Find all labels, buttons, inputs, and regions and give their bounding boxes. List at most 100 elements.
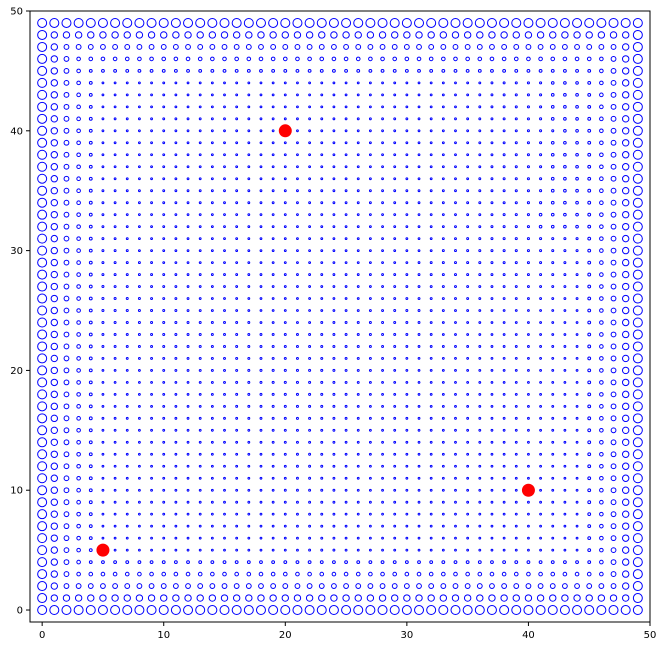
grid-point xyxy=(441,476,445,480)
grid-point xyxy=(621,103,630,111)
grid-point xyxy=(429,416,433,420)
grid-point xyxy=(246,69,251,73)
grid-point xyxy=(514,560,519,564)
grid-point xyxy=(271,428,275,432)
grid-point xyxy=(454,357,457,360)
grid-point xyxy=(454,416,457,420)
grid-point xyxy=(551,333,555,336)
grid-point xyxy=(598,583,605,589)
grid-point xyxy=(235,165,239,169)
grid-point xyxy=(138,165,141,169)
grid-point xyxy=(575,237,579,241)
grid-point xyxy=(259,404,263,408)
grid-point xyxy=(150,416,153,420)
grid-point xyxy=(223,261,226,264)
grid-point xyxy=(61,605,72,616)
grid-point xyxy=(368,356,372,360)
grid-point xyxy=(466,440,470,444)
grid-point xyxy=(414,605,425,616)
grid-point xyxy=(138,249,141,253)
grid-point xyxy=(247,440,251,444)
grid-point xyxy=(125,117,129,121)
x-tick-label: 0 xyxy=(39,630,45,641)
grid-point xyxy=(210,500,214,504)
grid-point xyxy=(37,305,48,316)
grid-point xyxy=(344,153,348,157)
grid-point xyxy=(149,69,154,73)
grid-point xyxy=(296,225,299,229)
grid-point xyxy=(610,391,617,398)
grid-point xyxy=(575,345,579,348)
grid-point xyxy=(113,416,117,420)
grid-point xyxy=(381,189,384,193)
grid-point xyxy=(124,571,130,577)
grid-point xyxy=(621,474,630,482)
grid-point xyxy=(259,536,263,540)
grid-point xyxy=(50,258,59,267)
grid-point xyxy=(125,476,129,480)
grid-point xyxy=(198,201,202,205)
grid-point xyxy=(405,273,409,276)
grid-point xyxy=(210,368,214,372)
grid-point xyxy=(575,285,579,288)
grid-point xyxy=(441,165,445,169)
grid-point xyxy=(405,380,409,384)
grid-point xyxy=(632,581,643,592)
grid-point xyxy=(344,69,348,73)
grid-point xyxy=(283,512,287,516)
grid-point xyxy=(499,605,510,616)
grid-point xyxy=(320,225,324,229)
grid-point xyxy=(575,140,579,145)
grid-point xyxy=(259,273,263,276)
grid-point xyxy=(527,536,530,540)
grid-point xyxy=(113,380,117,384)
grid-point xyxy=(586,44,593,50)
grid-point xyxy=(377,605,388,616)
grid-point xyxy=(283,297,287,300)
grid-point xyxy=(404,69,409,73)
grid-point xyxy=(441,464,445,468)
grid-point xyxy=(320,368,324,372)
grid-point xyxy=(138,141,141,145)
grid-point xyxy=(621,342,630,351)
grid-point xyxy=(234,69,239,73)
grid-point xyxy=(235,321,239,324)
grid-point xyxy=(138,512,141,516)
grid-point xyxy=(356,237,360,241)
grid-point xyxy=(344,261,348,264)
grid-point xyxy=(235,189,239,193)
grid-point xyxy=(293,31,302,39)
grid-point xyxy=(405,321,409,324)
grid-point xyxy=(50,91,59,99)
grid-point xyxy=(478,333,482,336)
grid-point xyxy=(174,416,178,420)
y-tick-label: 40 xyxy=(10,126,23,137)
grid-point xyxy=(50,522,59,530)
grid-point xyxy=(621,282,630,291)
grid-point xyxy=(186,344,190,348)
grid-point xyxy=(393,261,397,264)
grid-point xyxy=(453,56,458,62)
grid-point xyxy=(490,309,494,312)
grid-point xyxy=(393,333,397,336)
grid-point xyxy=(88,200,93,205)
grid-point xyxy=(247,81,251,85)
grid-point xyxy=(50,390,59,399)
grid-point xyxy=(247,225,251,229)
grid-point xyxy=(113,369,117,372)
grid-point xyxy=(393,380,397,384)
grid-point xyxy=(527,440,530,444)
grid-point xyxy=(76,104,81,110)
grid-point xyxy=(271,297,275,300)
grid-point xyxy=(162,129,166,133)
grid-point xyxy=(138,524,141,528)
grid-point xyxy=(235,249,239,253)
grid-point xyxy=(621,570,630,578)
grid-point xyxy=(514,428,518,432)
grid-point xyxy=(50,534,59,542)
grid-point xyxy=(380,56,385,62)
grid-point xyxy=(318,583,325,589)
grid-point xyxy=(368,93,372,97)
grid-point xyxy=(174,548,178,552)
grid-point xyxy=(332,261,336,264)
